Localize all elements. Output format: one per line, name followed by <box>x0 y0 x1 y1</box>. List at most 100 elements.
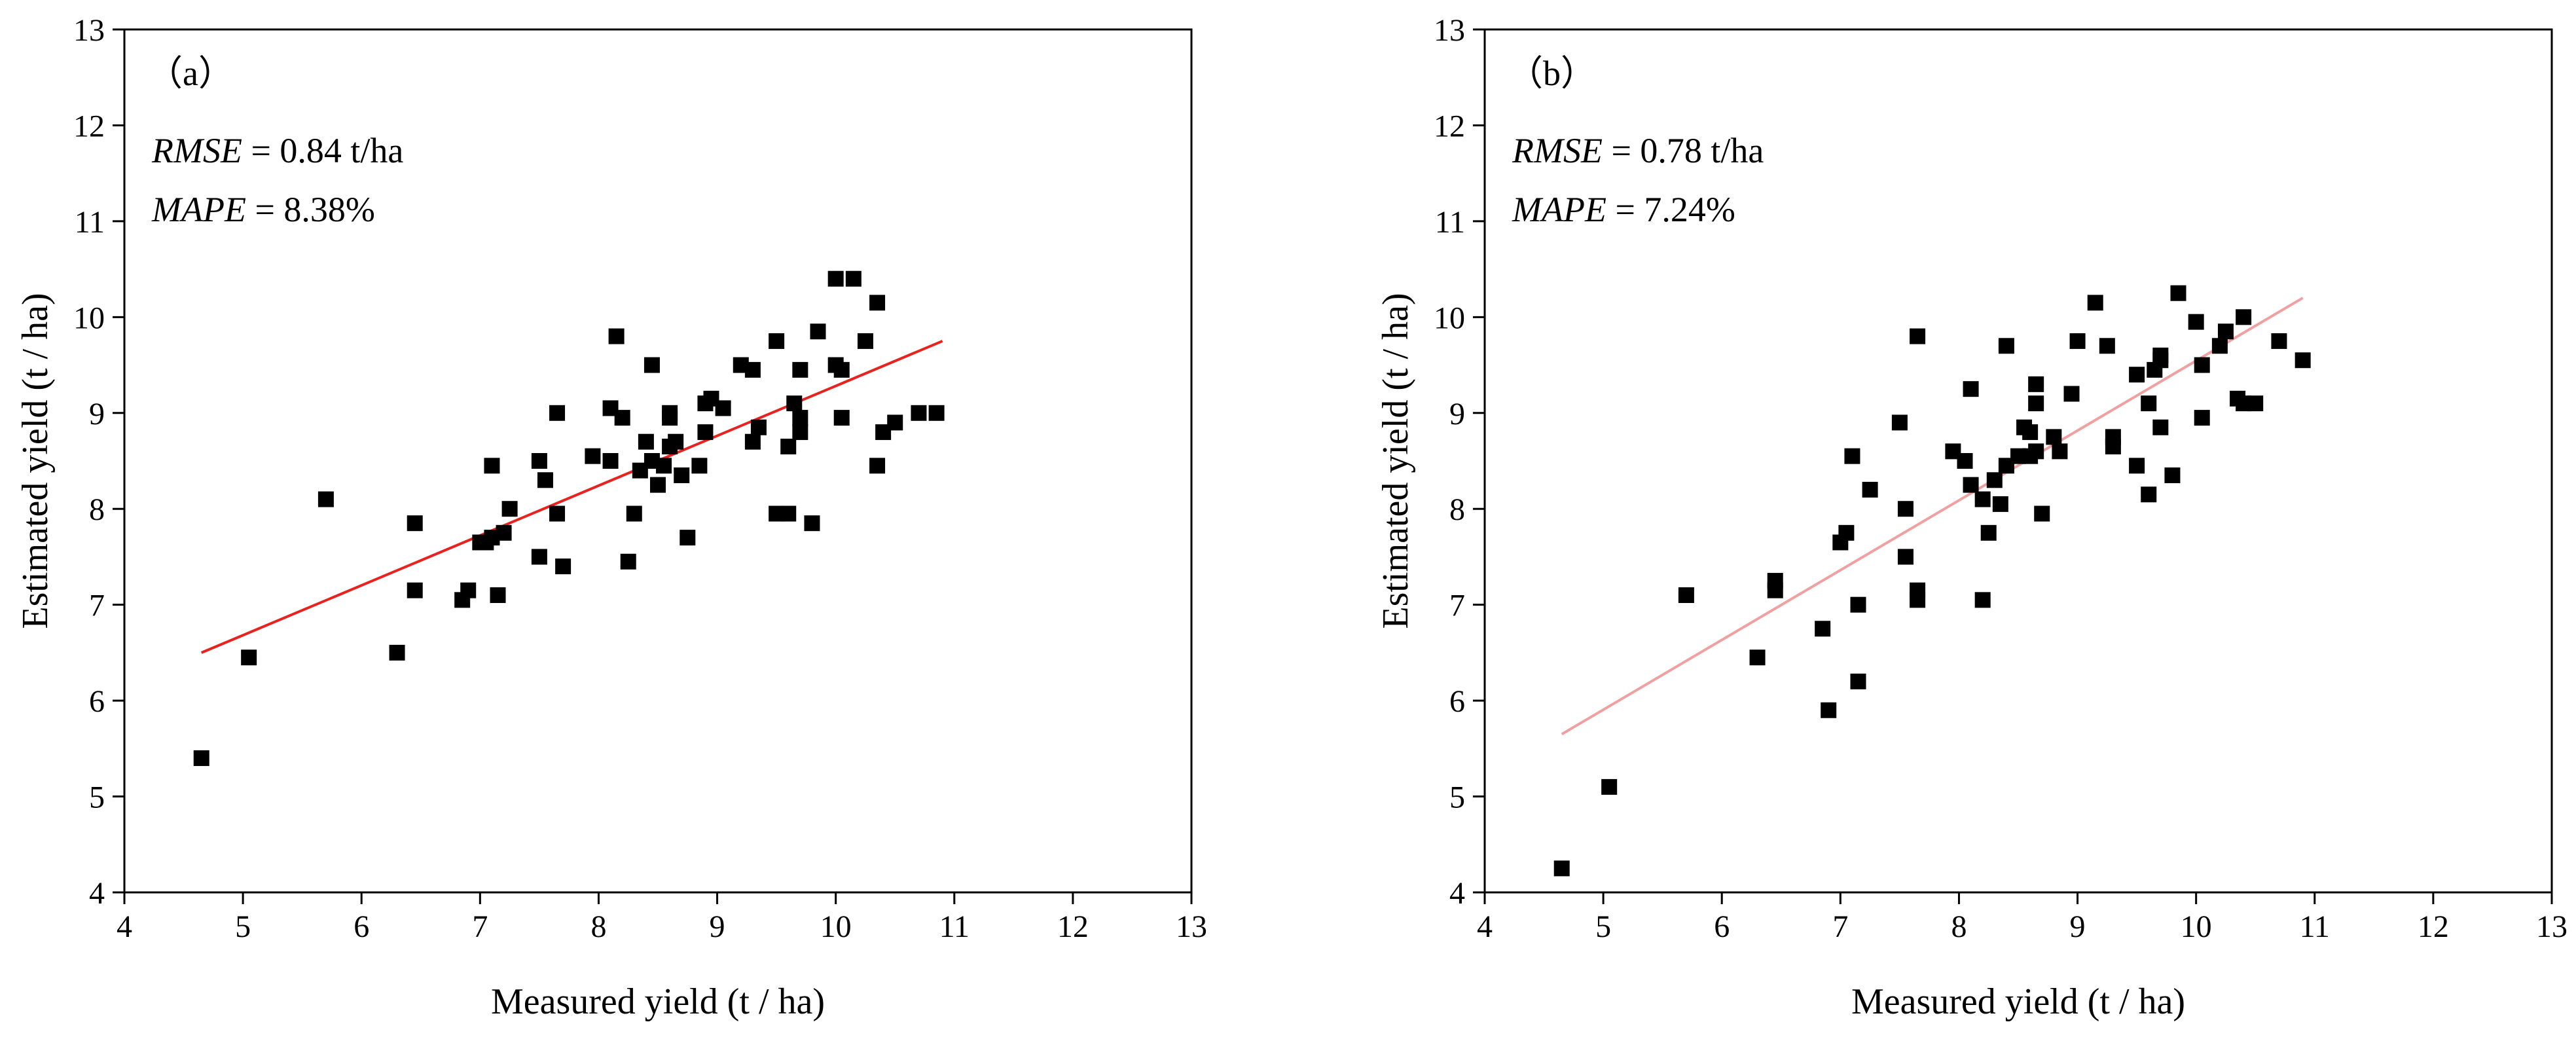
point-a-68 <box>887 414 903 431</box>
point-a-12 <box>490 587 506 604</box>
x-tick-label-b-7: 11 <box>2300 909 2330 944</box>
x-axis-title-a: Measured yield (t / ha) <box>491 981 825 1022</box>
point-b-35 <box>2028 376 2044 392</box>
point-a-63 <box>845 270 862 287</box>
point-a-70 <box>928 405 945 421</box>
point-a-29 <box>638 433 654 450</box>
stat-line-mape-b: MAPE = 7.24% <box>1512 190 1735 229</box>
point-a-61 <box>833 361 850 378</box>
point-a-21 <box>585 448 601 464</box>
x-tick-label-a-1: 5 <box>235 909 251 944</box>
y-tick-label-b-5: 9 <box>1449 397 1465 431</box>
point-a-14 <box>501 501 518 517</box>
x-axis-title-b: Measured yield (t / ha) <box>1851 981 2185 1022</box>
x-tick-label-b-9: 13 <box>2536 909 2567 944</box>
stat-name-rmse-a: RMSE <box>151 131 242 170</box>
point-b-33 <box>2022 424 2039 441</box>
point-b-36 <box>2028 395 2044 412</box>
stat-value-rmse-a: = 0.84 t/ha <box>242 131 403 170</box>
ticks-a: 4 5 6 7 8 9 10 11 12 13 4 5 6 7 8 9 10 11 12 13 <box>73 13 1207 944</box>
point-a-19 <box>549 505 566 522</box>
x-tick-label-b-5: 9 <box>2070 909 2086 944</box>
point-a-24 <box>608 328 625 344</box>
y-tick-label-b-3: 7 <box>1449 589 1465 623</box>
point-b-59 <box>2194 410 2210 426</box>
point-b-41 <box>2063 386 2080 402</box>
x-tick-label-b-6: 10 <box>2181 909 2212 944</box>
point-b-28 <box>1992 496 2008 512</box>
point-a-30 <box>644 357 660 373</box>
point-b-58 <box>2194 357 2210 373</box>
point-a-51 <box>780 439 797 455</box>
point-b-9 <box>1838 524 1855 541</box>
point-b-37 <box>2028 443 2044 460</box>
point-a-35 <box>662 410 678 426</box>
point-a-5 <box>407 582 423 598</box>
point-a-33 <box>656 458 672 474</box>
point-b-16 <box>1897 549 1914 565</box>
point-a-66 <box>869 458 886 474</box>
x-tick-label-a-6: 10 <box>820 909 852 944</box>
point-b-47 <box>2129 367 2145 383</box>
point-a-62 <box>833 410 850 426</box>
point-a-27 <box>626 505 642 522</box>
x-tick-label-b-0: 4 <box>1477 909 1493 944</box>
point-a-52 <box>780 505 797 522</box>
point-b-10 <box>1844 448 1860 464</box>
point-a-47 <box>744 433 761 450</box>
point-b-13 <box>1862 481 1878 498</box>
stat-name-mape-a: MAPE <box>151 190 246 229</box>
stat-value-mape-a: = 8.38% <box>246 190 375 229</box>
x-tick-label-a-3: 7 <box>472 909 488 944</box>
x-tick-label-b-2: 6 <box>1714 909 1730 944</box>
point-b-40 <box>2052 443 2068 460</box>
point-b-55 <box>2164 467 2181 483</box>
point-b-57 <box>2188 314 2204 330</box>
point-b-65 <box>2247 395 2264 412</box>
point-a-54 <box>792 361 808 378</box>
point-a-58 <box>810 323 826 340</box>
point-b-22 <box>1963 381 1979 397</box>
point-b-60 <box>2211 338 2228 354</box>
panel-a: 4 5 6 7 8 9 10 11 12 13 4 5 6 7 8 9 10 11 12 13 （a） RMSE = … <box>15 13 1207 1022</box>
point-b-17 <box>1910 328 1926 344</box>
point-b-24 <box>1974 491 1991 507</box>
x-tick-label-a-2: 6 <box>354 909 369 944</box>
x-tick-label-a-7: 11 <box>939 909 970 944</box>
point-a-20 <box>555 558 571 575</box>
y-tick-label-a-1: 5 <box>89 780 105 815</box>
point-a-25 <box>614 410 630 426</box>
point-b-2 <box>1678 587 1694 604</box>
x-tick-label-a-4: 8 <box>590 909 606 944</box>
point-a-17 <box>537 472 553 488</box>
point-b-54 <box>2152 419 2169 435</box>
y-tick-label-b-2: 6 <box>1449 684 1465 719</box>
fit-line-b-group <box>1561 297 2304 736</box>
point-b-14 <box>1891 414 1908 431</box>
x-tick-label-a-0: 4 <box>117 909 132 944</box>
point-a-59 <box>827 270 844 287</box>
point-a-53 <box>786 395 803 412</box>
y-tick-label-a-2: 6 <box>89 684 105 719</box>
x-tick-label-b-1: 5 <box>1595 909 1611 944</box>
y-tick-label-a-3: 7 <box>89 589 105 623</box>
ticks-b: 4 5 6 7 8 9 10 11 12 13 4 5 6 7 8 9 10 11 12 13 <box>1434 13 2567 944</box>
point-a-49 <box>769 333 785 349</box>
stat-line-mape-a: MAPE = 8.38% <box>151 190 375 229</box>
stat-line-rmse-a: RMSE = 0.84 t/ha <box>151 131 403 170</box>
point-a-7 <box>460 582 477 598</box>
y-axis-title-b: Estimated yield (t / ha) <box>1375 293 1416 629</box>
point-b-44 <box>2099 338 2115 354</box>
point-b-48 <box>2129 458 2145 474</box>
points-b <box>1553 285 2311 877</box>
point-a-10 <box>484 458 500 474</box>
y-tick-label-b-1: 5 <box>1449 780 1465 815</box>
point-b-26 <box>1980 524 1997 541</box>
stat-line-rmse-b: RMSE = 0.78 t/ha <box>1512 131 1764 170</box>
point-b-7 <box>1821 702 1837 718</box>
point-b-12 <box>1850 673 1866 689</box>
point-b-0 <box>1553 860 1570 877</box>
point-a-26 <box>620 553 636 570</box>
point-a-15 <box>531 453 547 469</box>
stat-name-rmse-b: RMSE <box>1512 131 1603 170</box>
